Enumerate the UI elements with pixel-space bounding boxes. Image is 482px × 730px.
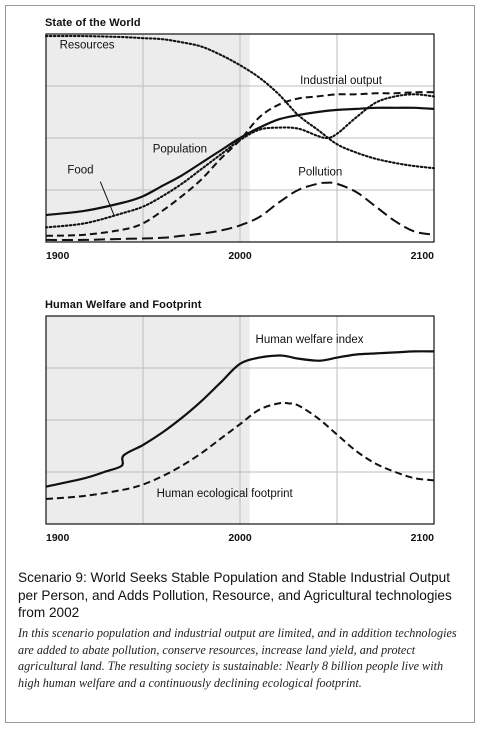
chart-human-welfare-footprint: 1900 2000 2100 Human welfare index Human eco… xyxy=(45,315,435,544)
series-label-food: Food xyxy=(67,164,93,176)
plot-border xyxy=(45,33,435,243)
x-tick-label-1900: 1900 xyxy=(46,532,70,544)
x-tick-label-2100: 2100 xyxy=(411,532,435,544)
series-line-human-ecological-footprint xyxy=(45,401,435,500)
x-tick-label-2000: 2000 xyxy=(228,532,252,544)
scenario-title: Scenario 9: World Seeks Stable Populatio… xyxy=(18,570,452,620)
series-label-human-welfare-index: Human welfare index xyxy=(256,334,364,346)
series-label-resources: Resources xyxy=(60,40,115,52)
figure-frame xyxy=(5,5,475,723)
series-line-population xyxy=(45,106,435,217)
chart-state-of-the-world: 1900 2000 2100 Resources Industrial output Po… xyxy=(44,33,436,262)
x-tick-label-1900: 1900 xyxy=(46,250,70,262)
x-tick-label-2100: 2100 xyxy=(411,250,435,262)
series-line-human-welfare-index xyxy=(45,350,435,488)
chart-title-state: State of the World xyxy=(45,17,141,29)
series-label-pollution: Pollution xyxy=(298,166,342,178)
series-line-industrial-output xyxy=(45,91,435,237)
series-label-human-ecological-footprint: Human ecological footprint xyxy=(157,488,294,500)
series-line-food xyxy=(44,93,436,229)
series-label-population: Population xyxy=(153,144,207,156)
x-tick-label-2000: 2000 xyxy=(228,250,252,262)
series-label-industrial-output: Industrial output xyxy=(300,75,383,87)
food-label-pointer xyxy=(99,181,115,216)
series-line-resources xyxy=(44,34,436,170)
scenario-description: In this scenario population and industri… xyxy=(18,626,457,690)
chart-title-welfare: Human Welfare and Footprint xyxy=(45,299,202,311)
series-line-pollution xyxy=(45,181,435,241)
plot-border xyxy=(45,315,435,525)
